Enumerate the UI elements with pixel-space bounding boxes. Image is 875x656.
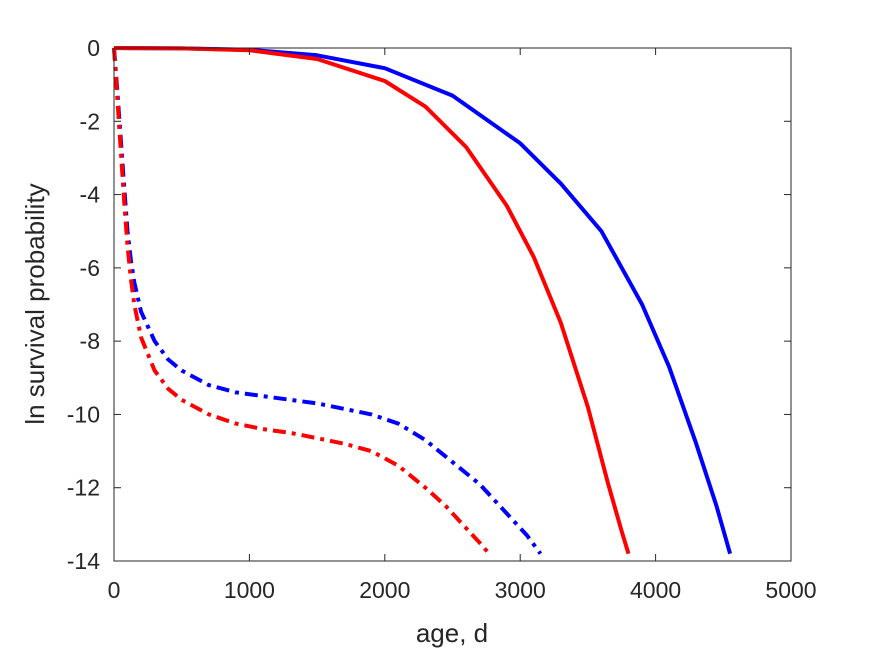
- plot-area: [114, 48, 791, 561]
- x-tick-label: 0: [108, 577, 121, 603]
- x-axis-title: age, d: [416, 618, 488, 648]
- x-tick-label: 2000: [359, 577, 410, 603]
- y-tick-label: -4: [80, 182, 101, 208]
- y-tick-label: -12: [67, 475, 100, 501]
- series-layer: [112, 46, 733, 556]
- x-tick-label: 3000: [495, 577, 546, 603]
- x-tick-label: 1000: [224, 577, 275, 603]
- axes-box: [113, 47, 792, 562]
- y-tick-label: -14: [67, 548, 100, 574]
- series-line-4: [112, 47, 491, 556]
- axes-layer: 0 1000 2000 3000 4000 5000 0 -2 -4 -6 -8 -10 -12 -14: [67, 35, 817, 603]
- y-tick-label: -2: [80, 108, 100, 134]
- x-tick-label: 5000: [765, 577, 816, 603]
- x-tick-label: 4000: [630, 577, 681, 603]
- y-axis-title: ln survival probability: [20, 183, 50, 424]
- y-tick-label: 0: [87, 35, 100, 61]
- y-tick-label: -6: [80, 255, 100, 281]
- y-tick-label: -8: [80, 328, 100, 354]
- y-tick-label: -10: [67, 401, 100, 427]
- series-line-2: [113, 46, 631, 555]
